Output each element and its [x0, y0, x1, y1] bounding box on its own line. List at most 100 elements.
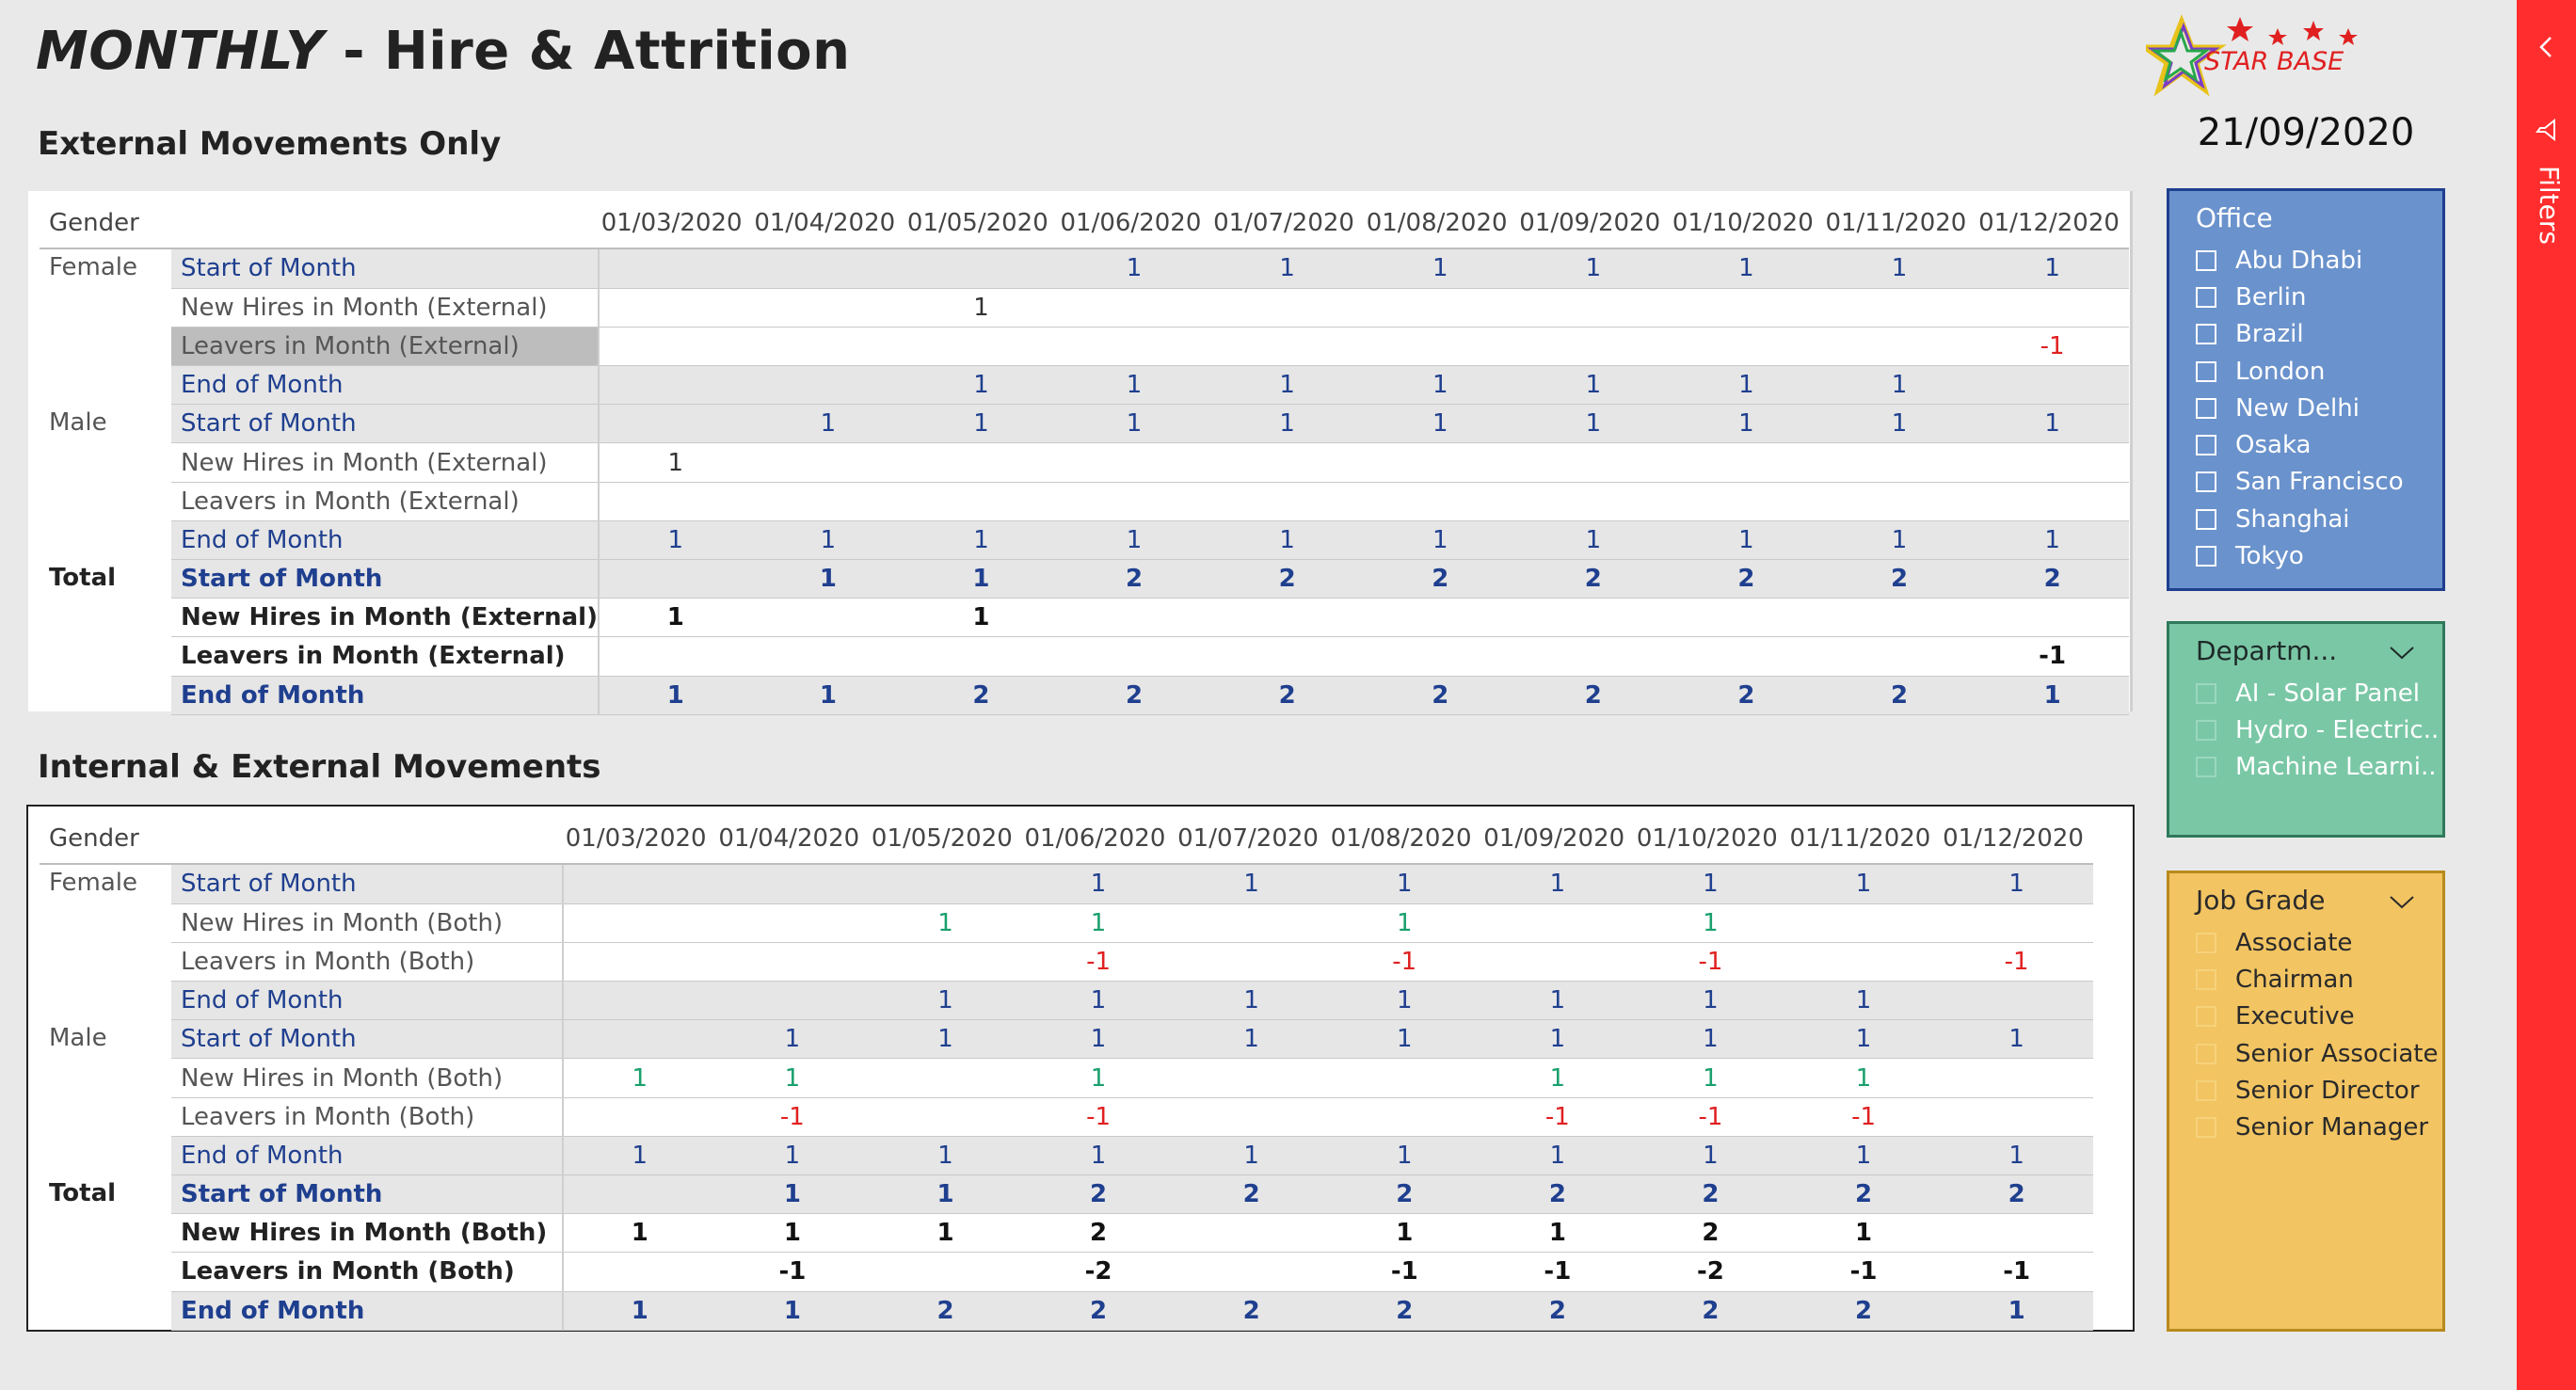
row-header-measure[interactable]: Leavers in Month (External)	[171, 482, 600, 521]
matrix-row[interactable]: Female Start of Month 1 1 1 1 1 1 1	[40, 248, 2129, 289]
matrix-row[interactable]: Leavers in Month (External)	[40, 482, 2129, 521]
matrix-row[interactable]: New Hires in Month (Both) 1 1 1 1 1 1	[40, 1058, 2093, 1098]
matrix-row[interactable]: End of Month 1 1 1 1 1 1 1 1 1 1	[40, 520, 2129, 561]
matrix-row[interactable]: New Hires in Month (External) 1 1	[40, 598, 2129, 638]
matrix-row[interactable]: End of Month 1 1 2 2 2 2 2 2 2 1	[40, 676, 2129, 715]
matrix-row[interactable]: Total Start of Month 1 1 2 2 2 2 2 2 2	[40, 559, 2129, 599]
checkbox[interactable]	[2196, 682, 2216, 704]
row-header-measure[interactable]: New Hires in Month (Both)	[171, 1213, 564, 1254]
column-header-date[interactable]: 01/04/2020	[715, 814, 870, 865]
column-header-date[interactable]: 01/10/2020	[1670, 199, 1823, 249]
matrix-row[interactable]: New Hires in Month (External) 1	[40, 288, 2129, 328]
checkbox[interactable]	[2196, 1117, 2216, 1139]
row-header-measure[interactable]: Leavers in Month (Both)	[171, 1252, 564, 1292]
row-header-measure[interactable]: Start of Month	[171, 248, 600, 289]
checkbox[interactable]	[2196, 397, 2216, 419]
matrix-row[interactable]: New Hires in Month (Both) 1 1 1 2 1 1 2 1	[40, 1213, 2093, 1254]
job-grade-option-item[interactable]: Senior Manager	[2196, 1109, 2439, 1145]
office-option-item[interactable]: Shanghai	[2196, 501, 2404, 537]
column-header-date[interactable]: 01/06/2020	[1057, 199, 1211, 249]
job-grade-option-item[interactable]: Senior Director	[2196, 1072, 2439, 1109]
office-option-item[interactable]: Osaka	[2196, 426, 2404, 463]
column-header-date[interactable]: 01/03/2020	[563, 814, 716, 865]
column-header-date[interactable]: 01/11/2020	[1786, 814, 1941, 865]
matrix-row[interactable]: Leavers in Month (Both) -1 -2 -1 -1 -2 -1 -1	[40, 1252, 2093, 1292]
row-header-measure[interactable]: New Hires in Month (External)	[171, 598, 600, 638]
matrix-row[interactable]: Total Start of Month 1 1 2 2 2 2 2 2 2	[40, 1174, 2093, 1215]
checkbox[interactable]	[2196, 757, 2216, 778]
row-header-measure[interactable]: New Hires in Month (External)	[171, 442, 600, 483]
chevron-down-icon[interactable]	[2390, 647, 2414, 660]
column-header-date[interactable]: 01/12/2020	[1940, 814, 2093, 865]
checkbox[interactable]	[2196, 968, 2216, 990]
checkbox[interactable]	[2196, 249, 2216, 271]
column-header-date[interactable]: 01/12/2020	[1976, 199, 2129, 249]
row-header-measure[interactable]: Start of Month	[171, 1174, 564, 1215]
row-header-measure[interactable]: End of Month	[171, 676, 600, 715]
checkbox[interactable]	[2196, 360, 2216, 382]
matrix-row[interactable]: Female Start of Month 1 1 1 1 1 1 1	[40, 864, 2093, 904]
office-option-item[interactable]: Berlin	[2196, 279, 2404, 315]
job-grade-option-item[interactable]: Chairman	[2196, 961, 2439, 998]
job-grade-option-item[interactable]: Associate	[2196, 924, 2439, 961]
office-option-item[interactable]: Abu Dhabi	[2196, 242, 2404, 279]
office-option-item[interactable]: Brazil	[2196, 316, 2404, 353]
checkbox[interactable]	[2196, 719, 2216, 741]
job-grade-option-item[interactable]: Executive	[2196, 999, 2439, 1035]
department-option-item[interactable]: Hydro - Electric...	[2196, 711, 2437, 748]
row-header-measure[interactable]: End of Month	[171, 520, 600, 561]
column-header-date[interactable]: 01/07/2020	[1210, 199, 1364, 249]
slicer-job-grade[interactable]: Job Grade Associate Chairman Executive Seni…	[2167, 871, 2445, 1332]
matrix-row[interactable]: End of Month 1 1 2 2 2 2 2 2 2 1	[40, 1291, 2093, 1331]
matrix-row[interactable]: End of Month 1 1 1 1 1 1 1	[40, 365, 2129, 406]
job-grade-option-item[interactable]: Senior Associate	[2196, 1035, 2439, 1072]
column-header-date[interactable]: 01/10/2020	[1634, 814, 1787, 865]
matrix-row[interactable]: New Hires in Month (External) 1	[40, 442, 2129, 483]
checkbox[interactable]	[2196, 1079, 2216, 1101]
matrix-row[interactable]: New Hires in Month (Both) 1 1 1 1	[40, 903, 2093, 943]
matrix-row[interactable]: Leavers in Month (External) -1	[40, 636, 2129, 677]
column-header-date[interactable]: 01/09/2020	[1480, 814, 1635, 865]
chevron-left-icon[interactable]	[2537, 36, 2554, 58]
row-header-measure[interactable]: Leavers in Month (External)	[171, 327, 600, 367]
column-header-date[interactable]: 01/08/2020	[1363, 199, 1517, 249]
office-option-item[interactable]: London	[2196, 353, 2404, 390]
checkbox[interactable]	[2196, 546, 2216, 567]
column-header-date[interactable]: 01/07/2020	[1175, 814, 1328, 865]
row-header-measure[interactable]: Leavers in Month (External)	[171, 636, 600, 677]
slicer-department[interactable]: Departm... AI - Solar Panel Hydro - Elect…	[2167, 621, 2445, 838]
checkbox[interactable]	[2196, 286, 2216, 308]
checkbox[interactable]	[2196, 1043, 2216, 1064]
row-header-measure[interactable]: Start of Month	[171, 864, 564, 904]
office-option-item[interactable]: Tokyo	[2196, 537, 2404, 574]
matrix-row[interactable]: End of Month 1 1 1 1 1 1 1 1 1 1	[40, 1136, 2093, 1176]
column-header-date[interactable]: 01/04/2020	[751, 199, 905, 249]
matrix-row[interactable]: Leavers in Month (Both) -1 -1 -1 -1	[40, 942, 2093, 983]
checkbox[interactable]	[2196, 1006, 2216, 1028]
department-option-item[interactable]: AI - Solar Panel	[2196, 675, 2437, 711]
column-header-gender[interactable]: Gender	[40, 199, 599, 249]
row-header-measure[interactable]: New Hires in Month (Both)	[171, 1058, 564, 1098]
column-header-date[interactable]: 01/11/2020	[1822, 199, 1976, 249]
column-header-date[interactable]: 01/08/2020	[1327, 814, 1481, 865]
row-header-measure[interactable]: Leavers in Month (Both)	[171, 942, 564, 983]
checkbox[interactable]	[2196, 435, 2216, 456]
checkbox[interactable]	[2196, 508, 2216, 530]
row-header-measure[interactable]: Start of Month	[171, 404, 600, 444]
row-header-measure[interactable]: End of Month	[171, 365, 600, 406]
slicer-office[interactable]: Office Abu Dhabi Berlin Brazil London New De…	[2167, 188, 2445, 591]
checkbox[interactable]	[2196, 471, 2216, 493]
checkbox[interactable]	[2196, 324, 2216, 345]
row-header-measure[interactable]: New Hires in Month (External)	[171, 288, 600, 328]
matrix-row[interactable]: End of Month 1 1 1 1 1 1 1	[40, 981, 2093, 1021]
column-header-date[interactable]: 01/06/2020	[1021, 814, 1176, 865]
row-header-measure[interactable]: New Hires in Month (Both)	[171, 903, 564, 943]
matrix-row[interactable]: Leavers in Month (Both) -1 -1 -1 -1 -1	[40, 1097, 2093, 1137]
row-header-measure[interactable]: Start of Month	[171, 1019, 564, 1060]
row-header-measure[interactable]: End of Month	[171, 1136, 564, 1176]
column-header-date[interactable]: 01/05/2020	[869, 814, 1022, 865]
column-header-date[interactable]: 01/05/2020	[904, 199, 1058, 249]
row-header-measure[interactable]: Start of Month	[171, 559, 600, 599]
department-option-item[interactable]: Machine Learni...	[2196, 749, 2437, 786]
checkbox[interactable]	[2196, 932, 2216, 953]
